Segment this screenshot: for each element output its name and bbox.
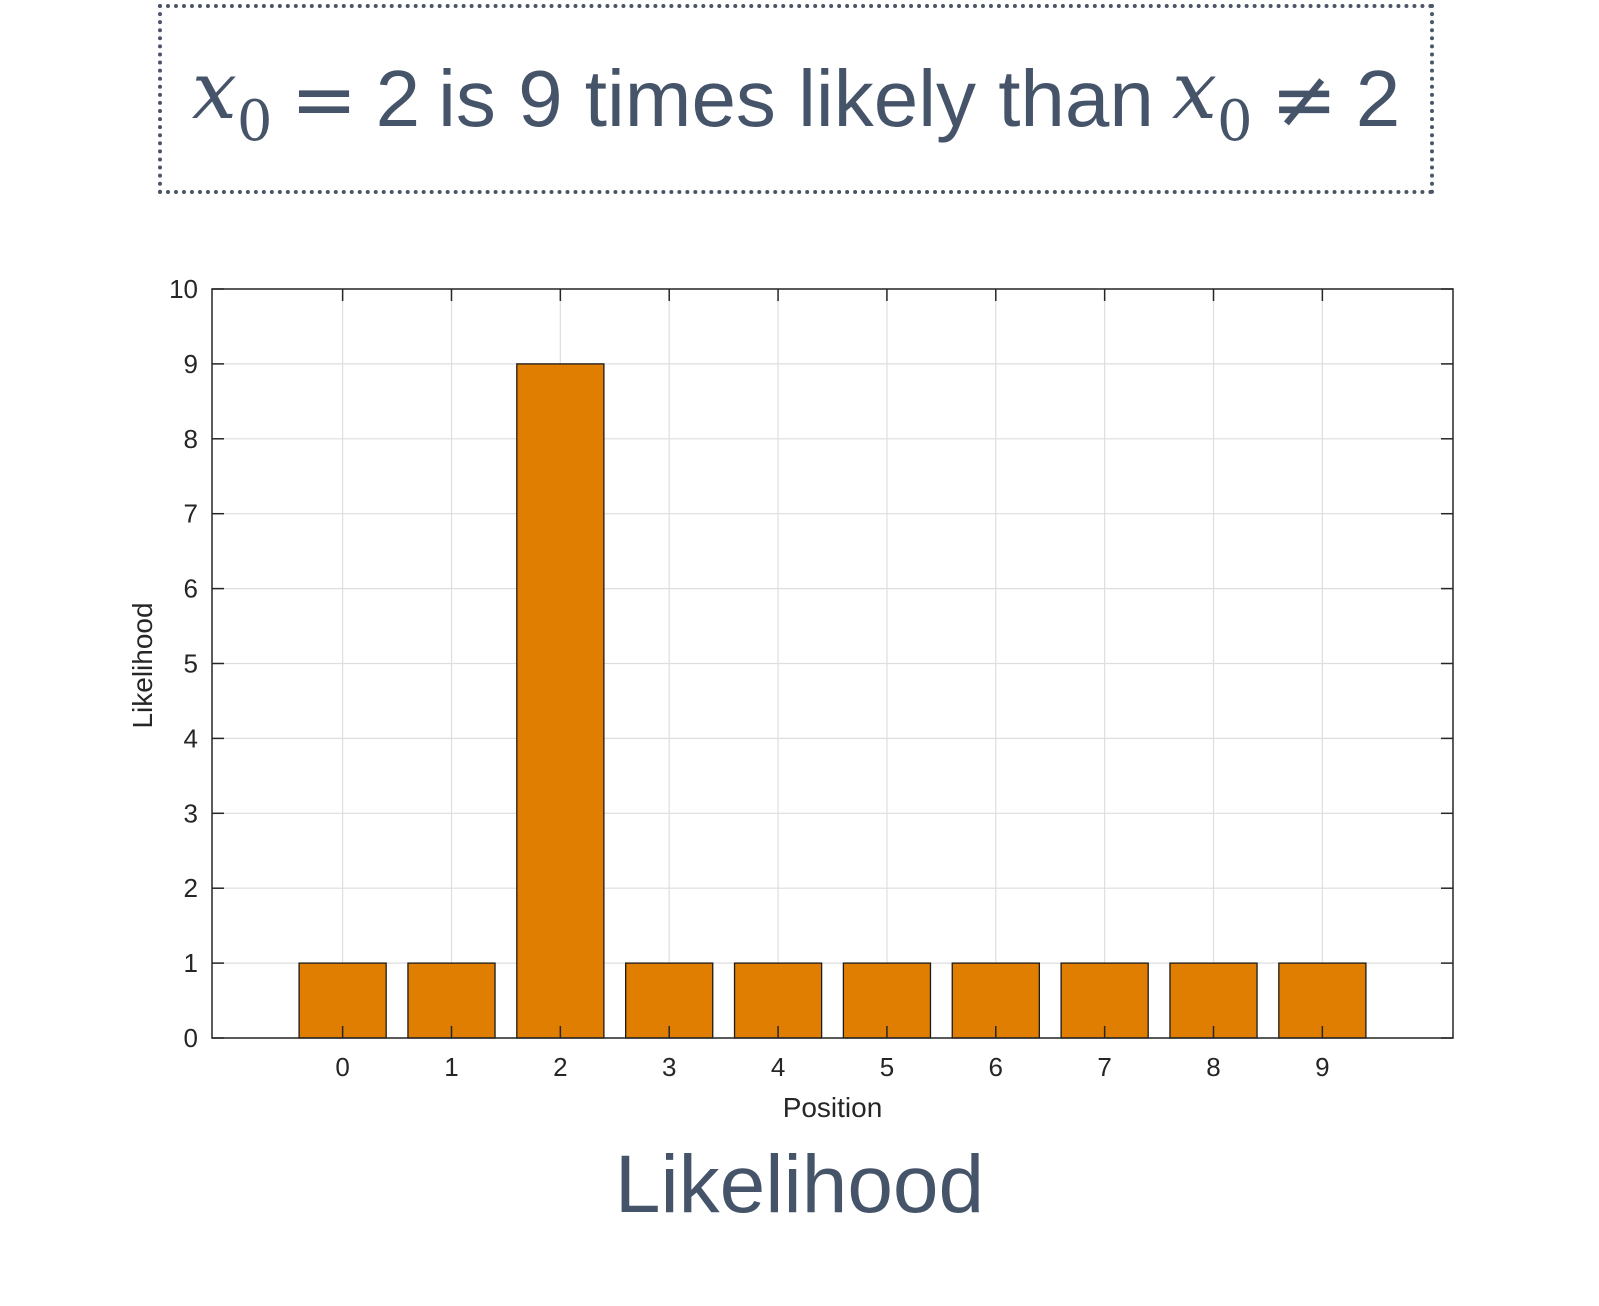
x-tick-label: 7 — [1097, 1052, 1111, 1082]
callout-value-2: 2 — [375, 54, 421, 143]
callout-text: is 9 times likely than — [438, 54, 1154, 143]
chart-grid — [212, 288, 1453, 1039]
y-tick-label: 5 — [184, 649, 198, 679]
bar-0 — [298, 962, 387, 1039]
y-tick-label: 9 — [184, 349, 198, 379]
y-tick-label: 4 — [184, 723, 198, 753]
likelihood-callout-box: x0 = 2 is 9 times likely than x0 ≠ 2 — [158, 4, 1434, 194]
x-tick-label: 9 — [1315, 1052, 1329, 1082]
x-axis-label: Position — [783, 1092, 883, 1123]
bar-2 — [516, 363, 605, 1039]
bar-8 — [1169, 962, 1258, 1039]
y-tick-label: 3 — [184, 798, 198, 828]
y-tick-label: 1 — [184, 948, 198, 978]
x-tick-label: 6 — [989, 1052, 1003, 1082]
y-tick-label: 8 — [184, 424, 198, 454]
axis-ticks — [212, 288, 1453, 1039]
x-tick-label: 8 — [1206, 1052, 1220, 1082]
callout-variable-x0: x0 — [191, 44, 273, 154]
y-tick-label: 0 — [184, 1023, 198, 1053]
bar-1 — [407, 962, 496, 1039]
y-tick-label: 10 — [169, 274, 198, 304]
x-tick-label: 4 — [771, 1052, 785, 1082]
x-tick-label: 5 — [880, 1052, 894, 1082]
x-tick-label: 1 — [444, 1052, 458, 1082]
bar-9 — [1278, 962, 1367, 1039]
y-tick-label: 2 — [184, 873, 198, 903]
callout-variable-x0-second: x0 — [1171, 44, 1253, 154]
bar-7 — [1060, 962, 1149, 1039]
y-tick-label: 7 — [184, 499, 198, 529]
bar-6 — [951, 962, 1040, 1039]
x-tick-label: 2 — [553, 1052, 567, 1082]
bar-5 — [842, 962, 932, 1039]
bar-4 — [733, 962, 823, 1039]
caption-title: Likelihood — [614, 1139, 985, 1230]
x-tick-label: 3 — [662, 1052, 676, 1082]
tick-labels: 0 1 2 3 4 5 6 7 8 9 0 1 2 3 4 5 6 7 8 9 10 — [169, 274, 1330, 1082]
chart-bars — [298, 363, 1367, 1039]
y-axis-label: Likelihood — [127, 602, 158, 728]
callout-value-2-second: 2 — [1355, 54, 1401, 143]
bar-3 — [625, 962, 714, 1039]
not-equal-sign: ≠ — [1270, 52, 1338, 146]
y-tick-label: 6 — [184, 574, 198, 604]
equals-sign: = — [290, 52, 358, 146]
x-tick-label: 0 — [335, 1052, 349, 1082]
